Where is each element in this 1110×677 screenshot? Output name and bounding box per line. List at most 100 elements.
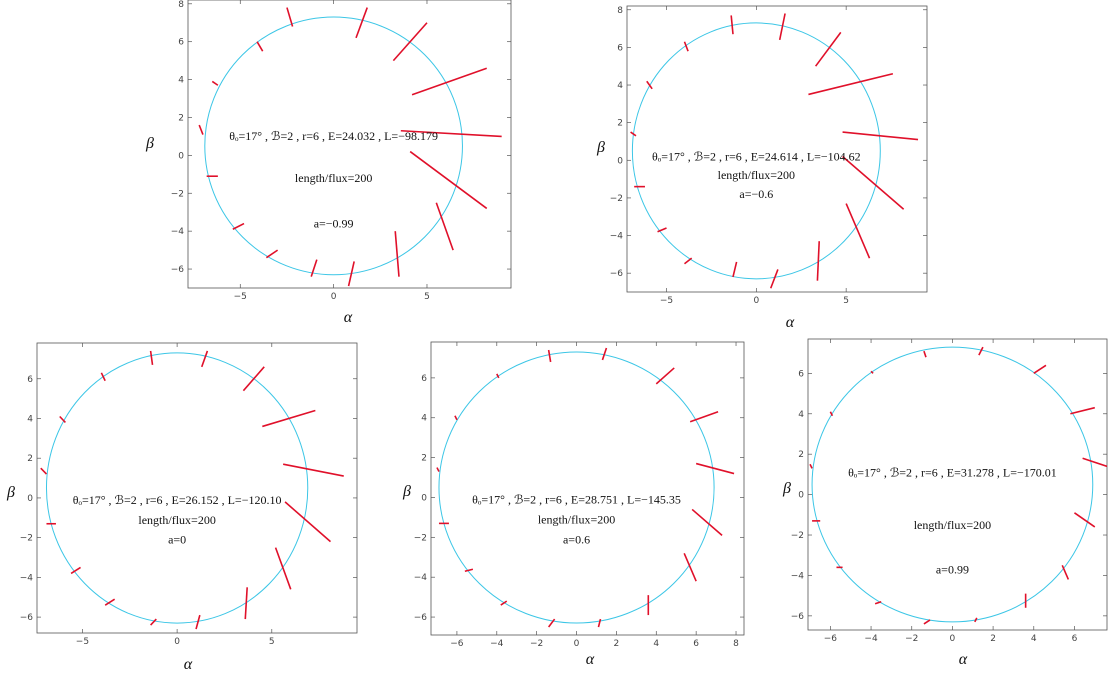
polarization-segment [1082, 457, 1107, 468]
photon-ring-curve [811, 346, 1094, 623]
x-tick-label: −6 [824, 634, 838, 644]
polarization-segment [730, 15, 734, 35]
plot-frame [626, 5, 928, 293]
y-tick-label: 8 [617, 6, 623, 16]
polarization-segment [732, 261, 738, 278]
polarization-segment [978, 346, 984, 356]
plot-frame [807, 338, 1108, 631]
plot-frame [36, 342, 358, 634]
polarization-segment [262, 409, 316, 428]
plot-area [198, 7, 502, 287]
polarization-segment [411, 67, 487, 96]
x-tick-label: 4 [1031, 634, 1037, 644]
polarization-segment [683, 552, 697, 582]
y-tick-label: 0 [27, 494, 33, 504]
polarization-segment [683, 41, 689, 52]
polarization-segment [655, 367, 675, 385]
polarization-segment [597, 618, 602, 628]
polarization-segment [200, 350, 209, 368]
parameter-annotation: θₒ=17° , ℬ=2 , r=6 , E=26.152 , L=−120.1… [73, 493, 282, 507]
y-tick-label: 2 [178, 113, 184, 123]
y-tick-label: −4 [791, 571, 805, 581]
polarization-segment [923, 350, 927, 358]
y-tick-label: 6 [798, 369, 804, 379]
y-tick-label: 2 [617, 119, 623, 129]
polarization-segment [829, 411, 834, 417]
polarization-segment [630, 131, 637, 137]
photon-ring-curve [438, 351, 715, 624]
plot-area [40, 350, 344, 630]
y-tick-label: −4 [610, 232, 624, 242]
plot-area [436, 347, 735, 628]
x-tick-label: 0 [753, 296, 759, 306]
polarization-segment [59, 415, 66, 424]
parameter-annotation: θₒ=17° , ℬ=2 , r=6 , E=31.278 , L=−170.0… [848, 465, 1057, 479]
polarization-segment [265, 249, 279, 259]
polarization-segment [695, 462, 735, 475]
panel-a-0-6: −6 −4 −2 0 2 4 6 8 −6 −4 −2 0 2 4 6 θₒ=17° , ℬ=2 , r=6 … [402, 341, 745, 668]
x-tick-label: −4 [490, 639, 504, 649]
y-tick-label: −4 [414, 573, 428, 583]
polarization-segment [845, 203, 871, 259]
y-tick-label: 8 [178, 0, 184, 10]
polarization-segment [601, 347, 608, 361]
y-tick-label: 0 [617, 156, 623, 166]
parameter-annotation: θₒ=17° , ℬ=2 , r=6 , E=24.614 , L=−104.6… [652, 149, 861, 163]
polarization-segment [691, 508, 723, 536]
polarization-segment [400, 129, 502, 138]
y-tick-label: −6 [171, 265, 185, 275]
x-tick-label: 5 [269, 637, 275, 647]
x-tick-label: 8 [733, 639, 739, 649]
polarization-segment [347, 261, 355, 287]
polarization-segment [244, 587, 248, 620]
length-flux-annotation: length/flux=200 [718, 168, 795, 182]
x-tick-label: 6 [1072, 634, 1078, 644]
polarization-segment [683, 257, 693, 265]
y-tick-label: −2 [791, 531, 804, 541]
polarization-segment [646, 80, 653, 90]
polarization-segment [496, 373, 500, 379]
x-tick-label: −5 [234, 292, 247, 302]
x-tick-label: 4 [653, 639, 659, 649]
polarization-segment [211, 80, 219, 86]
polarization-segment [814, 31, 842, 67]
x-tick-label: −4 [864, 634, 878, 644]
polarization-segment [355, 7, 368, 39]
x-axis-label: α [184, 656, 193, 673]
polarization-segment [195, 614, 201, 630]
y-axis-label: β [145, 135, 154, 152]
x-tick-label: −2 [530, 639, 543, 649]
x-tick-label: 6 [693, 639, 699, 649]
spin-annotation: a=−0.6 [739, 187, 773, 201]
y-tick-label: 2 [798, 450, 804, 460]
panel-a-0: −5 0 5 −6 −4 −2 0 2 4 6 θₒ=17° , ℬ=2 , r=6 , E=26.… [6, 342, 358, 673]
y-tick-label: 6 [178, 38, 184, 48]
polarization-segment [40, 467, 48, 475]
x-tick-label: 2 [614, 639, 620, 649]
x-axis-label: α [959, 651, 968, 668]
y-axis-label: β [596, 139, 605, 156]
polarization-segment [547, 349, 552, 363]
polarization-segment [232, 222, 245, 230]
y-tick-label: 2 [27, 454, 33, 464]
y-tick-label: 6 [421, 374, 427, 384]
polarization-segment [256, 41, 264, 52]
y-tick-label: −6 [20, 613, 34, 623]
y-tick-label: −6 [610, 269, 624, 279]
length-flux-annotation: length/flux=200 [138, 513, 215, 527]
polarization-segment [870, 370, 874, 374]
polarization-segment [310, 259, 318, 277]
polarization-segment [547, 618, 556, 628]
y-tick-label: 4 [798, 410, 804, 420]
parameter-annotation: θₒ=17° , ℬ=2 , r=6 , E=28.751 , L=−145.3… [472, 492, 681, 506]
y-tick-label: 0 [798, 491, 804, 501]
parameter-annotation: θₒ=17° , ℬ=2 , r=6 , E=24.032 , L=−98.17… [229, 129, 438, 143]
photon-ring-curve [204, 16, 463, 276]
y-tick-label: −2 [610, 194, 623, 204]
x-tick-label: 2 [990, 634, 996, 644]
spin-annotation: a=0.6 [563, 532, 590, 546]
polarization-segment [657, 227, 667, 233]
polarization-segment [464, 568, 474, 572]
x-tick-label: −6 [450, 639, 464, 649]
